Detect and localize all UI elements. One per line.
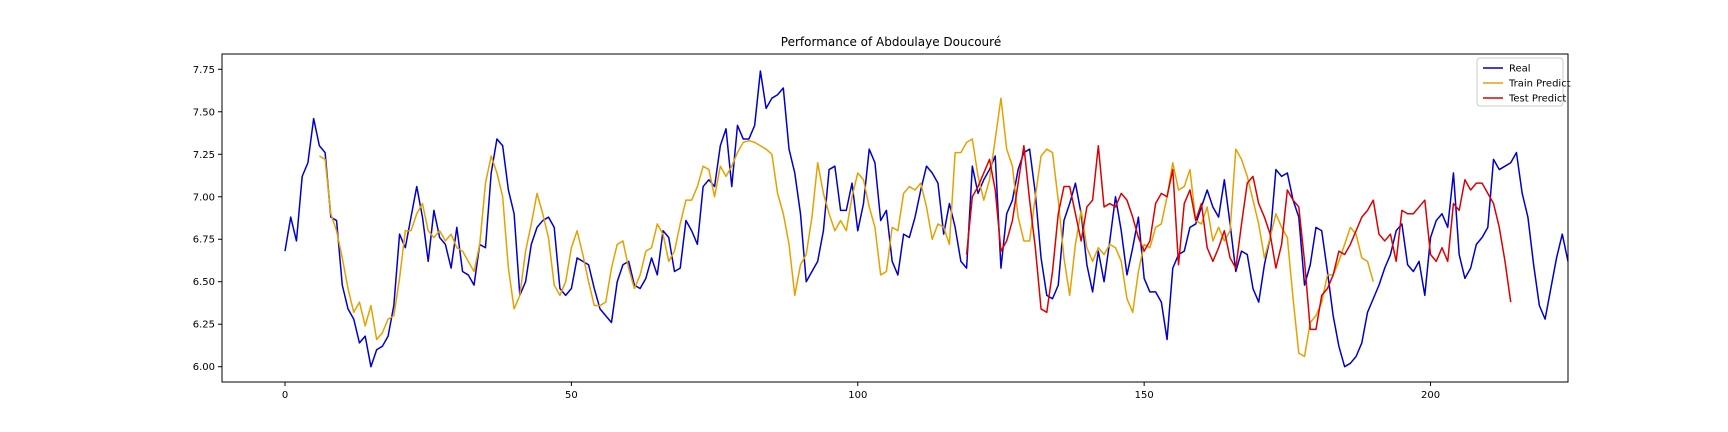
- series-line-2: [318, 97, 1374, 358]
- legend: Real Train Predict Test Predict: [1476, 57, 1571, 107]
- x-tick-label: 0: [282, 390, 288, 401]
- axes: 0 50 100 150 200 6.00 6.25 6.50 6.75 7.00 7.25 7.50…: [193, 53, 1569, 401]
- legend-label: Real: [1509, 64, 1531, 75]
- series-line-3: [965, 145, 1512, 331]
- y-tick-label: 6.50: [193, 277, 215, 288]
- y-tick-label: 6.25: [193, 320, 215, 331]
- x-tick-label: 150: [1135, 390, 1154, 401]
- plot-area: [284, 70, 1569, 368]
- y-tick-label: 6.00: [193, 362, 215, 373]
- chart-title: Performance of Abdoulaye Doucouré: [781, 35, 1001, 49]
- y-tick-label: 7.00: [193, 192, 215, 203]
- y-tick-label: 6.75: [193, 235, 215, 246]
- y-tick-label: 7.50: [193, 107, 215, 118]
- axes-frame: [221, 53, 1569, 383]
- y-tick-label: 7.25: [193, 150, 215, 161]
- legend-label: Train Predict: [1508, 79, 1571, 90]
- series-line-1: [284, 70, 1569, 368]
- y-tick-label: 7.75: [193, 65, 215, 76]
- legend-box: [1476, 57, 1564, 107]
- x-tick-label: 200: [1421, 390, 1440, 401]
- legend-label: Test Predict: [1508, 94, 1566, 105]
- x-tick-label: 100: [848, 390, 867, 401]
- x-tick-label: 50: [565, 390, 578, 401]
